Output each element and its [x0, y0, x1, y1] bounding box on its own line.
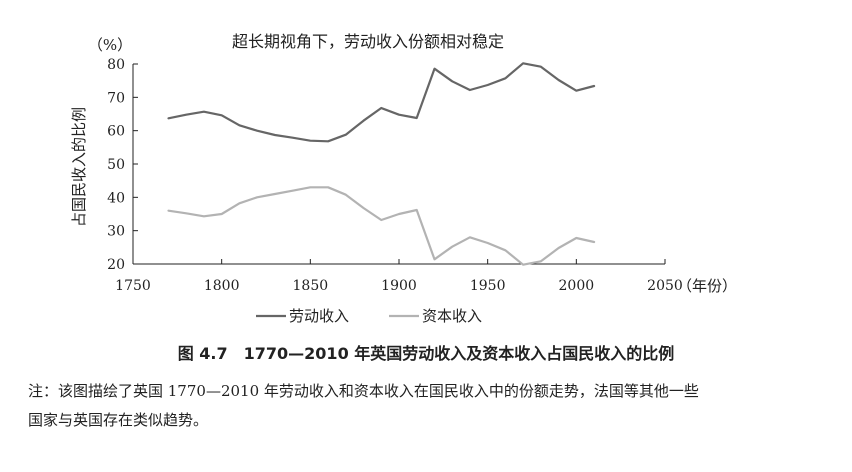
- legend: 劳动收入 资本收入: [256, 307, 482, 325]
- x-tick-label: 1850: [293, 278, 329, 294]
- series-line-labor-income: [167, 62, 596, 143]
- y-tick-label: 70: [107, 90, 125, 106]
- axes: 20 30 40 50 60 70 80 1750 1800 1850 1900 1950 2000 20…: [107, 57, 683, 294]
- note-line-1: 注：该图描绘了英国 1770—2010 年劳动收入和资本收入在国民收入中的份额走…: [28, 382, 699, 400]
- y-tick-label: 40: [107, 190, 125, 206]
- x-tick-label: 2050: [647, 278, 683, 294]
- x-tick-label: 1800: [204, 278, 240, 294]
- figure-note: 注：该图描绘了英国 1770—2010 年劳动收入和资本收入在国民收入中的份额走…: [28, 377, 818, 435]
- legend-label-capital-income: 资本收入: [422, 307, 482, 325]
- legend-label-labor-income: 劳动收入: [289, 307, 349, 325]
- x-tick-label: 1950: [470, 278, 506, 294]
- y-tick-label: 30: [107, 224, 125, 240]
- y-unit-label: （%）: [88, 36, 132, 54]
- x-axis-label: （年份）: [677, 277, 737, 295]
- chart-title: 超长期视角下，劳动收入份额相对稳定: [232, 32, 504, 51]
- y-tick-label: 50: [107, 157, 125, 173]
- x-tick-label: 1750: [115, 278, 151, 294]
- note-line-2: 国家与英国存在类似趋势。: [28, 411, 209, 429]
- y-tick-label: 80: [107, 57, 125, 73]
- x-tick-label: 1900: [381, 278, 417, 294]
- series-line-capital-income: [167, 186, 596, 266]
- y-axis-label: 占国民收入的比例: [70, 107, 88, 227]
- y-tick-label: 60: [107, 124, 125, 140]
- x-tick-label: 2000: [559, 278, 595, 294]
- y-tick-label: 20: [107, 257, 125, 273]
- series-layer: [167, 62, 596, 266]
- line-chart: 超长期视角下，劳动收入份额相对稳定 （%） 占国民收入的比例 （年份） 20 30…: [70, 32, 737, 325]
- figure-caption: 图 4.7 1770—2010 年英国劳动收入及资本收入占国民收入的比例: [177, 344, 675, 363]
